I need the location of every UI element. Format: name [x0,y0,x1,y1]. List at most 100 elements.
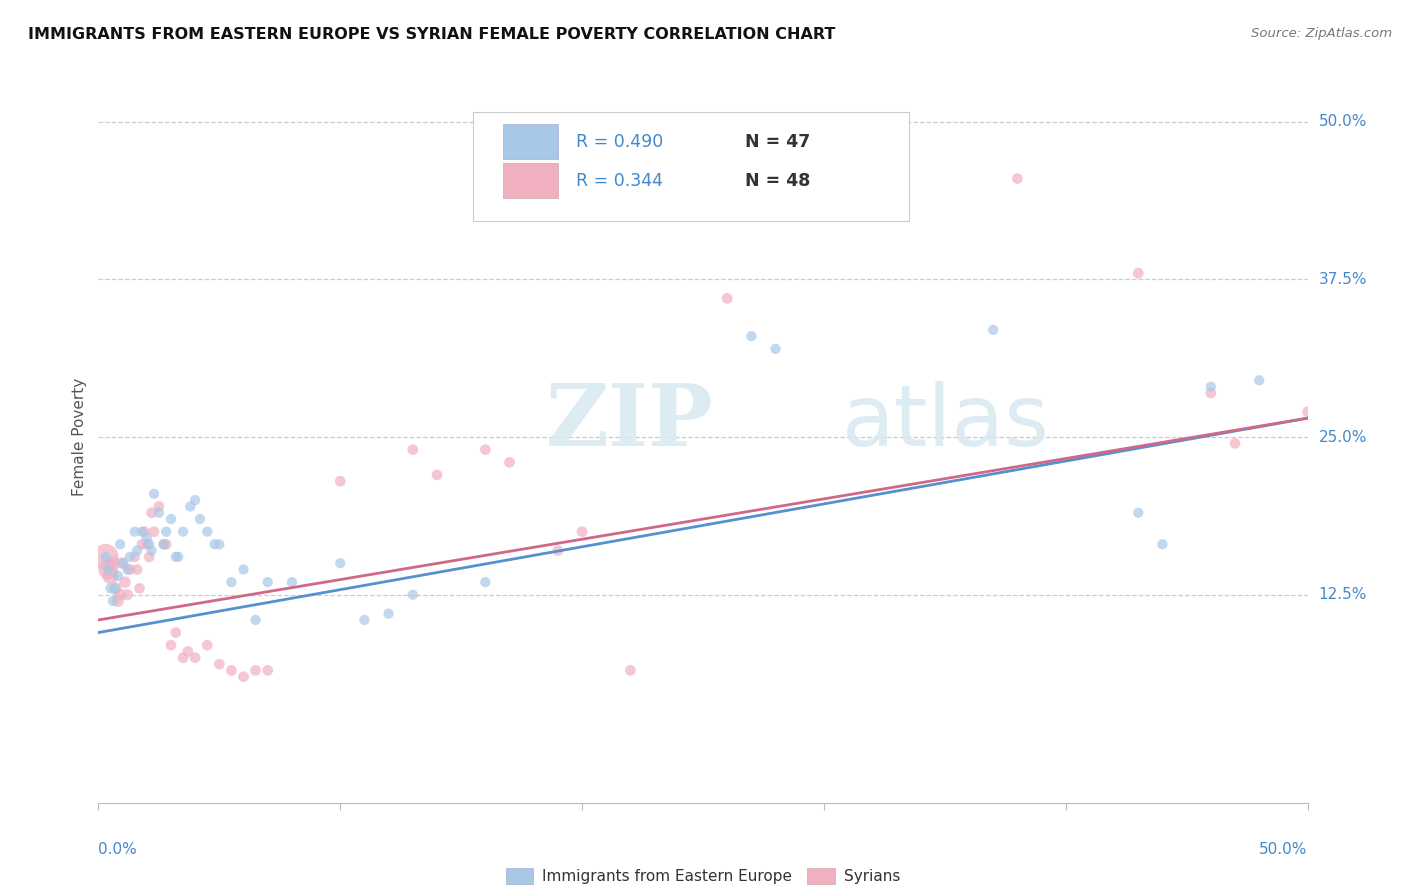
Point [195,524,218,539]
Text: 50.0%: 50.0% [1319,114,1367,129]
Text: ZIP: ZIP [546,381,714,465]
Point [114,575,136,590]
Point [94,549,117,564]
Point [117,588,139,602]
Point [148,500,170,514]
Point [402,442,425,457]
Point [232,670,254,684]
Point [155,537,177,551]
Point [1007,171,1029,186]
Point [124,524,146,539]
Point [232,562,254,576]
Point [716,291,738,305]
Point [148,506,170,520]
Text: R = 0.490: R = 0.490 [576,133,664,151]
Point [107,594,129,608]
Y-axis label: Female Poverty: Female Poverty [72,378,87,496]
Point [128,582,150,596]
Point [208,657,231,671]
Point [179,500,201,514]
Point [104,582,127,596]
Point [127,562,149,576]
Point [221,664,243,678]
Point [172,650,194,665]
Point [143,487,166,501]
Point [138,537,160,551]
Point [204,537,226,551]
Text: 0.0%: 0.0% [98,842,138,856]
Point [104,582,127,596]
Point [498,455,520,469]
Point [195,638,218,652]
Point [155,524,177,539]
Legend: Immigrants from Eastern Europe, Syrians: Immigrants from Eastern Europe, Syrians [499,862,907,890]
Point [981,323,1004,337]
Point [135,531,157,545]
Point [107,569,129,583]
Point [97,562,120,576]
Point [1199,379,1222,393]
Point [188,512,211,526]
Point [1128,506,1150,520]
Point [100,582,122,596]
Point [256,664,278,678]
FancyBboxPatch shape [503,124,558,159]
Point [100,569,122,583]
Point [124,549,146,564]
Point [1199,386,1222,401]
Point [474,442,496,457]
Point [143,524,166,539]
FancyBboxPatch shape [474,112,908,221]
Point [281,575,304,590]
Point [1152,537,1174,551]
Point [152,537,174,551]
Point [165,625,187,640]
Point [329,556,352,570]
Point [619,664,641,678]
Point [474,575,496,590]
Point [353,613,375,627]
Point [135,537,157,551]
Text: Source: ZipAtlas.com: Source: ZipAtlas.com [1251,27,1392,40]
Point [141,506,163,520]
Point [1223,436,1246,450]
Point [177,644,200,658]
Text: atlas: atlas [842,381,1050,464]
Text: 25.0%: 25.0% [1319,430,1367,444]
Point [184,493,207,508]
Point [245,664,267,678]
Point [256,575,278,590]
Point [97,562,120,576]
Point [1296,405,1319,419]
Point [131,524,153,539]
Point [426,467,449,482]
Point [1249,373,1271,387]
Point [329,474,352,488]
Point [165,549,187,564]
Point [1128,266,1150,280]
Point [108,588,131,602]
FancyBboxPatch shape [503,162,558,198]
Point [221,575,243,590]
Point [111,556,134,570]
Point [131,537,153,551]
Text: 12.5%: 12.5% [1319,587,1367,602]
Point [111,556,134,570]
Text: 50.0%: 50.0% [1260,842,1308,856]
Point [571,524,593,539]
Point [94,549,117,564]
Point [740,329,762,343]
Point [184,650,207,665]
Point [377,607,399,621]
Point [208,537,231,551]
Point [134,524,156,539]
Point [101,594,124,608]
Point [160,638,183,652]
Text: IMMIGRANTS FROM EASTERN EUROPE VS SYRIAN FEMALE POVERTY CORRELATION CHART: IMMIGRANTS FROM EASTERN EUROPE VS SYRIAN… [28,27,835,42]
Point [402,588,425,602]
Text: R = 0.344: R = 0.344 [576,172,664,190]
Text: 37.5%: 37.5% [1319,272,1367,287]
Point [101,556,124,570]
Text: N = 48: N = 48 [745,172,811,190]
Point [138,549,160,564]
